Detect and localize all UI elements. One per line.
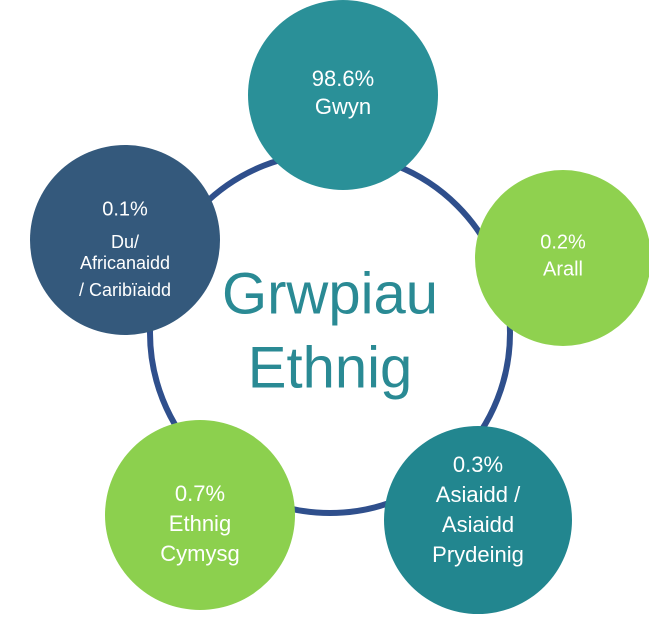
center-title: Grwpiau	[222, 261, 438, 326]
node-label: Ethnig	[169, 511, 231, 536]
node-value: 0.1%	[102, 198, 148, 220]
node-label: Prydeinig	[432, 542, 524, 567]
node-label: Cymysg	[160, 541, 239, 566]
node-value: 98.6%	[312, 66, 374, 91]
node-circle	[475, 170, 649, 346]
node-value: 0.3%	[453, 452, 503, 477]
node-label: / Caribïaidd	[79, 280, 171, 300]
node-label: Asiaidd /	[436, 482, 521, 507]
node-circle	[384, 426, 572, 614]
node-circle	[105, 420, 295, 610]
node-label: Africanaidd	[80, 253, 170, 273]
node-label: Du/	[111, 232, 139, 252]
node-label: Arall	[543, 258, 583, 280]
center-title: Ethnig	[248, 335, 412, 400]
node-value: 0.2%	[540, 231, 586, 253]
node-circle	[30, 145, 220, 335]
node-label: Asiaidd	[442, 512, 514, 537]
node-label: Gwyn	[315, 94, 371, 119]
node-value: 0.7%	[175, 481, 225, 506]
node-circle	[248, 0, 438, 190]
